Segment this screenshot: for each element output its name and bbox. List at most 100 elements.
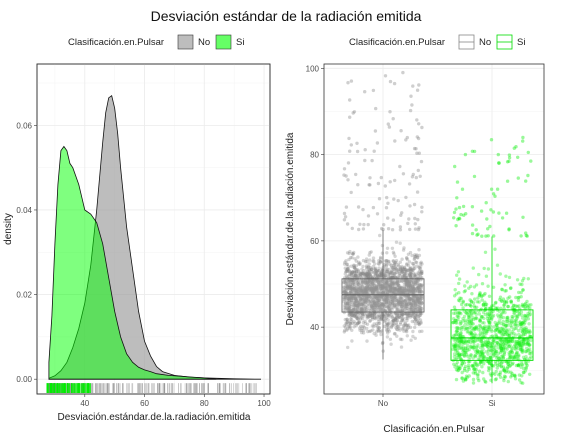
boxplot-point-no bbox=[382, 287, 386, 291]
boxplot-point-no bbox=[399, 295, 403, 299]
boxplot-point-no bbox=[396, 288, 400, 292]
boxplot-point-no bbox=[364, 282, 368, 286]
boxplot-point-no bbox=[357, 291, 362, 295]
boxplot-point-no bbox=[387, 270, 391, 275]
boxplot-outlier-no bbox=[356, 205, 361, 209]
boxplot-point-no bbox=[363, 298, 367, 302]
density-y-tick-label: 0.06 bbox=[16, 121, 32, 130]
boxplot-point-no bbox=[398, 288, 403, 292]
density-y-tick-label: 0.04 bbox=[16, 206, 32, 215]
boxplot-point-no bbox=[365, 273, 369, 277]
boxplot-point-no bbox=[392, 300, 397, 304]
boxplot-point-no bbox=[360, 330, 364, 335]
boxplot-outlier-no bbox=[384, 206, 389, 210]
boxplot-point-no bbox=[349, 271, 353, 275]
boxplot-point-si bbox=[503, 283, 507, 287]
boxplot-point-no bbox=[416, 286, 421, 290]
boxplot-point-si bbox=[477, 293, 482, 298]
boxplot-point-no bbox=[363, 278, 367, 282]
boxplot-point-no bbox=[370, 279, 374, 283]
boxplot-point-si bbox=[515, 278, 520, 282]
boxplot-point-no bbox=[365, 259, 369, 264]
boxplot-point-si bbox=[482, 377, 486, 381]
boxplot-point-no bbox=[396, 282, 400, 287]
boxplot-point-no bbox=[350, 313, 354, 318]
boxplot-point-no bbox=[395, 286, 399, 290]
boxplot-point-no bbox=[353, 283, 357, 287]
boxplot-point-no bbox=[381, 285, 386, 289]
boxplot-point-no bbox=[350, 282, 354, 287]
boxplot-point-si bbox=[493, 247, 497, 251]
boxplot-point-no bbox=[370, 304, 374, 308]
boxplot-point-no bbox=[395, 302, 399, 307]
boxplot-outlier-no bbox=[408, 108, 413, 113]
boxplot-point-no bbox=[391, 280, 395, 285]
boxplot-point-si bbox=[507, 275, 512, 280]
boxplot-point-no bbox=[389, 302, 393, 307]
boxplot-outlier-no bbox=[411, 172, 415, 177]
boxplot-point-no bbox=[410, 285, 415, 289]
boxplot-point-no bbox=[404, 282, 409, 286]
boxplot-point-no bbox=[370, 324, 375, 328]
boxplot-outlier-no bbox=[348, 149, 352, 153]
boxplot-point-no bbox=[368, 318, 372, 323]
boxplot-point-no bbox=[413, 300, 418, 304]
boxplot-point-no bbox=[385, 335, 390, 339]
boxplot-point-no bbox=[373, 301, 377, 306]
boxplot-point-no bbox=[413, 336, 417, 340]
boxplot-point-no bbox=[354, 268, 358, 272]
boxplot-point-si bbox=[470, 364, 474, 368]
boxplot-point-no bbox=[347, 278, 351, 283]
boxplot-point-no bbox=[350, 296, 354, 301]
boxplot-x-axis-title: Clasificación.en.Pulsar bbox=[383, 424, 485, 435]
boxplot-point-no bbox=[405, 334, 409, 338]
boxplot-point-no bbox=[347, 313, 351, 317]
boxplot-point-no bbox=[413, 316, 417, 320]
boxplot-point-no bbox=[408, 301, 413, 306]
boxplot-point-no bbox=[370, 313, 375, 317]
boxplot-point-no bbox=[398, 260, 402, 264]
boxplot-point-no bbox=[382, 289, 386, 293]
boxplot-outlier-no bbox=[401, 172, 406, 176]
boxplot-point-no bbox=[403, 279, 407, 283]
boxplot-outlier-no bbox=[392, 81, 397, 86]
boxplot-point-no bbox=[380, 302, 385, 307]
boxplot-point-no bbox=[384, 285, 389, 289]
boxplot-point-no bbox=[360, 326, 364, 330]
boxplot-point-no bbox=[395, 298, 399, 303]
boxplot-point-no bbox=[416, 287, 420, 291]
boxplot-point-no bbox=[409, 305, 413, 310]
boxplot-outlier-no bbox=[417, 83, 421, 87]
boxplot-point-no bbox=[397, 264, 401, 268]
boxplot-point-si bbox=[460, 370, 464, 375]
boxplot-outlier-si bbox=[526, 173, 530, 178]
boxplot-outlier-no bbox=[413, 227, 418, 231]
boxplot-outlier-no bbox=[370, 158, 374, 163]
boxplot-point-no bbox=[342, 281, 346, 285]
boxplot-point-no bbox=[405, 306, 410, 311]
boxplot-outlier-si bbox=[489, 138, 494, 142]
boxplot-point-no bbox=[394, 281, 398, 285]
boxplot-point-no bbox=[387, 314, 391, 318]
boxplot-point-no bbox=[384, 301, 388, 305]
boxplot-point-no bbox=[419, 294, 424, 299]
boxplot-point-no bbox=[376, 296, 380, 301]
boxplot-point-si bbox=[479, 361, 483, 365]
boxplot-point-no bbox=[377, 305, 382, 309]
boxplot-point-no bbox=[399, 345, 404, 349]
boxplot-outlier-no bbox=[399, 129, 403, 133]
boxplot-point-no bbox=[412, 287, 416, 291]
boxplot-point-no bbox=[344, 290, 348, 295]
boxplot-point-si bbox=[488, 372, 493, 376]
boxplot-point-no bbox=[370, 290, 375, 294]
boxplot-point-no bbox=[343, 286, 347, 290]
boxplot-point-no bbox=[367, 299, 371, 304]
boxplot-point-no bbox=[381, 282, 385, 286]
boxplot-point-no bbox=[418, 313, 422, 317]
boxplot-point-no bbox=[412, 256, 417, 260]
boxplot-point-no bbox=[371, 308, 375, 312]
boxplot-point-no bbox=[378, 291, 383, 295]
boxplot-point-no bbox=[366, 283, 370, 287]
boxplot-point-no bbox=[367, 288, 371, 292]
boxplot-point-no bbox=[359, 291, 364, 295]
